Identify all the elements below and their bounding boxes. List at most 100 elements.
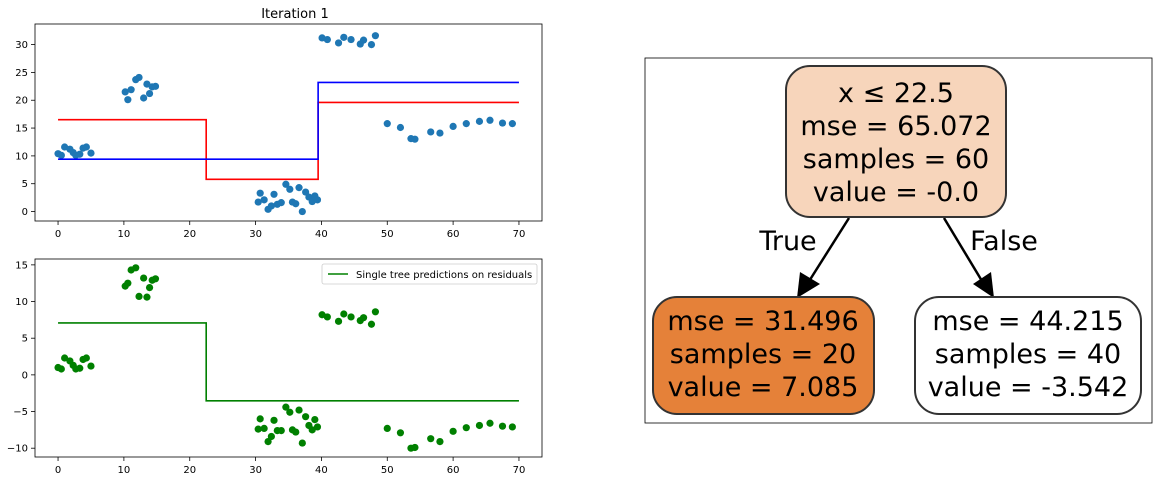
top-x-tick-label: 50 — [381, 229, 394, 240]
left-line-1: mse = 31.496 — [667, 306, 858, 337]
right-line-2: samples = 40 — [935, 339, 1121, 370]
bottom-point — [286, 408, 294, 416]
edge-false — [942, 217, 987, 287]
edge-true — [804, 217, 851, 287]
top-point — [286, 185, 294, 193]
top-y-tick-label: 15 — [15, 124, 28, 135]
bottom-point — [367, 320, 376, 328]
bottom-x-tick-label: 20 — [183, 465, 196, 476]
bottom-point — [498, 422, 507, 430]
top-point — [462, 120, 470, 128]
edge-true-arrowhead — [797, 272, 820, 298]
bottom-point — [124, 279, 132, 287]
bottom-point — [313, 423, 322, 431]
bottom-x-tick-label: 30 — [249, 465, 262, 476]
top-scatter-points — [54, 32, 516, 216]
bottom-point — [256, 415, 264, 423]
bottom-x-tick-label: 10 — [118, 465, 131, 476]
top-y-tick-label: 5 — [22, 179, 28, 190]
bottom-y-tick-label: −10 — [7, 444, 28, 455]
top-point — [277, 199, 285, 207]
bottom-point — [135, 292, 143, 300]
bottom-point — [359, 314, 368, 322]
bottom-point — [436, 438, 444, 446]
bottom-y-tick-label: 5 — [22, 334, 28, 345]
top-plot-frame — [34, 23, 543, 222]
legend: Single tree predictions on residuals — [321, 263, 538, 285]
bottom-point — [292, 428, 300, 436]
bottom-y-tick-label: 15 — [15, 260, 28, 271]
top-point — [121, 88, 129, 96]
bottom-x-tick-label: 50 — [381, 465, 394, 476]
top-point — [340, 33, 348, 41]
bottom-point — [295, 406, 303, 414]
top-point — [143, 80, 151, 88]
bottom-x-tick-label: 0 — [55, 465, 61, 476]
top-point — [260, 196, 268, 204]
top-point — [82, 143, 90, 151]
top-point — [498, 119, 507, 127]
top-point — [140, 94, 148, 102]
top-point — [87, 149, 95, 157]
top-y-axis: 0 5 10 15 20 25 30 — [15, 40, 35, 218]
top-point — [295, 184, 303, 192]
bottom-point — [334, 317, 343, 325]
bottom-point — [396, 429, 405, 437]
top-y-tick-label: 20 — [15, 96, 28, 107]
top-x-tick-label: 10 — [118, 229, 131, 240]
bottom-point — [145, 284, 154, 292]
left-line-3: value = 7.085 — [668, 372, 859, 403]
bottom-point — [347, 313, 355, 321]
top-x-tick-label: 30 — [249, 229, 262, 240]
top-point — [449, 122, 457, 130]
top-point — [367, 40, 376, 49]
top-x-tick-label: 0 — [55, 229, 61, 240]
bottom-x-tick-label: 70 — [513, 465, 526, 476]
top-point — [270, 190, 278, 198]
bottom-point — [82, 354, 90, 362]
blue-step-line — [58, 81, 519, 161]
edge-true-label: True — [758, 226, 816, 257]
top-x-tick-label: 20 — [183, 229, 196, 240]
top-point — [124, 96, 132, 104]
tree-root-node: x ≤ 22.5 mse = 65.072 samples = 60 value… — [785, 65, 1007, 218]
top-point — [359, 36, 368, 44]
right-line-3: value = -3.542 — [928, 372, 1129, 403]
root-line-1: x ≤ 22.5 — [838, 78, 954, 109]
bottom-point — [323, 313, 331, 321]
top-point — [76, 150, 84, 158]
bottom-chart: 0 10 20 30 40 50 60 70 −10 −5 0 5 10 15 Single tree … — [7, 258, 543, 476]
bottom-point — [298, 439, 306, 447]
decision-tree: True False x ≤ 22.5 mse = 65.072 samples… — [644, 57, 1153, 424]
bottom-point — [132, 264, 140, 272]
bottom-point — [76, 364, 84, 372]
bottom-point — [254, 425, 262, 433]
bottom-point — [486, 419, 494, 427]
bottom-point — [267, 432, 275, 441]
top-x-tick-label: 70 — [513, 229, 526, 240]
bottom-point — [449, 427, 457, 435]
bottom-point — [308, 426, 316, 434]
top-point — [256, 189, 264, 197]
top-point — [396, 123, 405, 132]
bottom-plot-frame — [34, 258, 543, 458]
top-x-axis: 0 10 20 30 40 50 60 70 — [55, 221, 525, 240]
top-point — [292, 200, 300, 208]
top-y-tick-label: 10 — [15, 151, 28, 162]
top-point — [57, 151, 65, 159]
top-point — [145, 89, 154, 98]
top-point — [254, 198, 262, 206]
bottom-point — [277, 427, 285, 435]
legend-label: Single tree predictions on residuals — [356, 270, 532, 281]
root-line-4: value = -0.0 — [813, 177, 979, 208]
bottom-point — [411, 443, 419, 452]
bottom-point — [311, 416, 319, 424]
bottom-point — [302, 413, 310, 421]
top-point — [411, 135, 419, 143]
top-point — [334, 39, 343, 47]
top-point — [313, 196, 322, 204]
top-point — [383, 120, 391, 128]
bottom-point — [270, 416, 278, 424]
top-y-tick-label: 30 — [15, 40, 28, 51]
